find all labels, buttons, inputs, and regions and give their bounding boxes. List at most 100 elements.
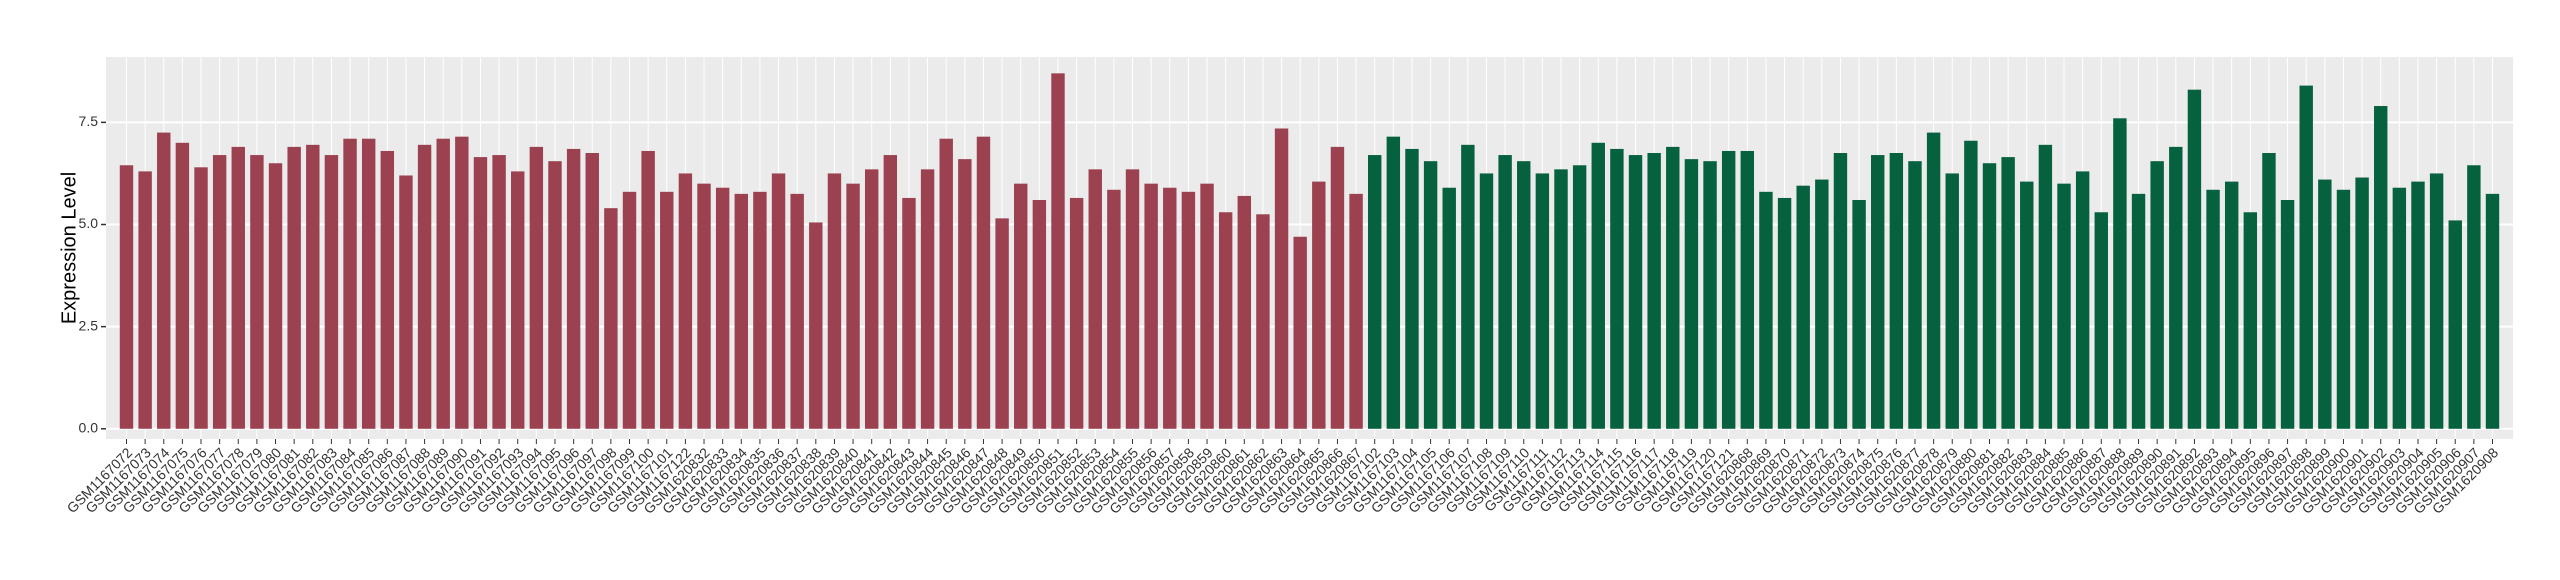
bar	[287, 146, 301, 429]
y-tick-label: 7.5	[79, 113, 99, 129]
bar	[1479, 173, 1494, 429]
bar	[2318, 179, 2332, 429]
bar	[976, 136, 991, 429]
bar	[1069, 197, 1084, 429]
bar	[1423, 161, 1438, 429]
bar	[2187, 89, 2202, 429]
bar	[1591, 142, 1605, 429]
bar	[231, 146, 245, 429]
bar	[1535, 173, 1550, 429]
bar	[1256, 214, 1270, 429]
bar	[1144, 183, 1158, 429]
bar	[548, 161, 562, 429]
bar	[306, 144, 320, 429]
bar	[1852, 199, 1866, 429]
bar	[175, 142, 190, 429]
bar	[958, 159, 972, 429]
panel	[106, 57, 2513, 439]
bar	[1610, 148, 1624, 429]
bar	[1293, 236, 1307, 429]
bar	[2429, 173, 2444, 429]
bar	[1442, 187, 1456, 429]
bar	[883, 155, 898, 429]
bar	[1889, 153, 1904, 429]
bar	[1647, 153, 1661, 429]
bar	[455, 136, 469, 429]
bar	[1684, 159, 1699, 429]
bar	[1032, 199, 1047, 429]
bar	[902, 197, 916, 429]
bar	[1982, 163, 1997, 429]
y-tick-label: 0.0	[79, 419, 99, 435]
bar	[1554, 169, 1568, 429]
bar	[678, 173, 693, 429]
bar	[2243, 212, 2258, 429]
bar	[753, 191, 767, 429]
bar	[2336, 189, 2351, 429]
bar	[2299, 85, 2313, 429]
bar	[2374, 106, 2388, 429]
bar	[771, 173, 786, 429]
bar	[1014, 183, 1028, 429]
bar	[1628, 155, 1643, 429]
bar	[2038, 144, 2053, 429]
bar	[715, 187, 730, 429]
bar	[697, 183, 711, 429]
bar	[1312, 181, 1326, 429]
bar	[2057, 183, 2071, 429]
bar	[511, 171, 525, 429]
bar	[1572, 165, 1587, 429]
bar	[492, 155, 506, 429]
bar	[2206, 189, 2220, 429]
bar	[2094, 212, 2108, 429]
y-tick-label: 2.5	[79, 317, 99, 333]
bar	[995, 218, 1009, 429]
bar	[1330, 146, 1345, 429]
bar	[399, 175, 413, 429]
bar	[324, 155, 339, 429]
bar	[2113, 118, 2127, 429]
bar	[2150, 161, 2164, 429]
bar	[1908, 161, 1922, 429]
bar	[2262, 153, 2276, 429]
bar	[194, 167, 208, 429]
bar	[1666, 146, 1680, 429]
bar	[2224, 181, 2239, 429]
bar	[1833, 153, 1848, 429]
bar	[1498, 155, 1512, 429]
bar	[2448, 220, 2462, 429]
bar	[1218, 212, 1233, 429]
bar	[827, 173, 842, 429]
bar	[566, 148, 581, 429]
bar	[604, 208, 618, 429]
bar	[2020, 181, 2034, 429]
bar	[2075, 171, 2090, 429]
bar	[119, 165, 134, 429]
bar	[920, 169, 935, 429]
bar	[1125, 169, 1140, 429]
bar	[864, 169, 879, 429]
bar	[790, 193, 804, 429]
bar	[1200, 183, 1214, 429]
y-axis-title: Expression Level	[58, 172, 80, 324]
bar	[1237, 195, 1252, 429]
bar	[1107, 189, 1121, 429]
bar	[436, 138, 450, 429]
bar	[734, 193, 748, 429]
bar	[1740, 150, 1755, 429]
bar	[2355, 177, 2369, 429]
bar	[1926, 132, 1941, 429]
bar	[585, 153, 599, 429]
bar	[641, 150, 655, 429]
bar	[1405, 148, 1419, 429]
bar	[1517, 161, 1531, 429]
bar	[2392, 187, 2407, 429]
bar	[846, 183, 860, 429]
bar	[1796, 185, 1810, 429]
bar	[529, 146, 544, 429]
bar	[2467, 165, 2481, 429]
bar	[2280, 199, 2295, 429]
bar	[212, 155, 227, 429]
bar	[809, 222, 823, 429]
